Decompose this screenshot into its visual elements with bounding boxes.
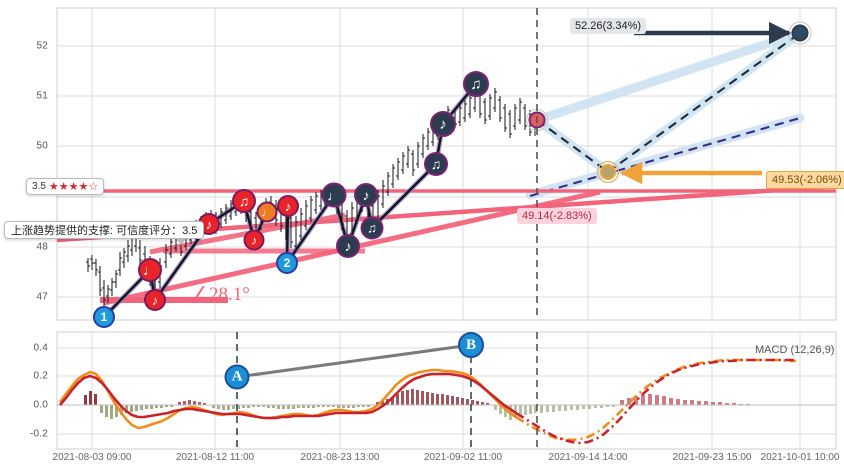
price-marker-note[interactable]: ♩ bbox=[321, 182, 347, 208]
price-panel bbox=[56, 7, 837, 321]
ytick-macd-neg02: -0.2 bbox=[29, 428, 48, 440]
signal-line-forecast bbox=[515, 358, 796, 442]
tooltip-pointer bbox=[176, 239, 186, 245]
current-level-label: 49.14(-2.83%) bbox=[517, 208, 597, 224]
price-marker-note[interactable]: ♩ bbox=[138, 258, 162, 282]
xtick-4: 2021-09-14 14:00 bbox=[548, 452, 628, 463]
forecast-low-node bbox=[596, 160, 620, 184]
price-marker-note[interactable]: ♪ bbox=[336, 234, 360, 258]
rating-stars: ★★★★☆ bbox=[48, 181, 99, 193]
macd-histogram bbox=[84, 389, 750, 420]
price-marker-note[interactable]: ♪ bbox=[243, 229, 265, 251]
xtick-5: 2021-09-23 15:00 bbox=[672, 452, 752, 463]
xtick-2: 2021-08-23 13:00 bbox=[300, 452, 380, 463]
angle-annotation: ∠28.1° bbox=[192, 284, 250, 305]
macd-panel bbox=[56, 331, 837, 450]
signal-line bbox=[58, 368, 517, 430]
price-marker-note[interactable]: ♪ bbox=[144, 289, 166, 311]
xtick-6: 2021-10-01 10:00 bbox=[760, 452, 840, 463]
price-marker-note[interactable]: ♫ bbox=[424, 152, 448, 176]
macd-line bbox=[59, 372, 517, 420]
ytick-price-50: 50 bbox=[36, 140, 48, 152]
target-high-label: 52.26(3.34%) bbox=[570, 18, 647, 34]
xtick-1: 2021-08-12 11:00 bbox=[175, 452, 255, 463]
target-low-label: 49.53(-2.06%) bbox=[766, 171, 844, 189]
price-marker-note[interactable]: ♫ bbox=[360, 216, 384, 240]
rating-badge[interactable]: 3.5 ★★★★☆ bbox=[26, 178, 105, 195]
price-marker-note[interactable]: ♩ bbox=[256, 201, 278, 223]
price-marker-2[interactable]: 2 bbox=[276, 252, 298, 274]
support-tooltip: 上涨趋势提供的支撑: 可信度评分：3.5 bbox=[4, 221, 205, 239]
ytick-macd-00: 0.0 bbox=[33, 399, 48, 411]
price-marker-note[interactable]: ♪ bbox=[277, 195, 299, 217]
macd-marker-a[interactable]: A bbox=[224, 364, 250, 390]
price-marker-note[interactable]: ♫ bbox=[463, 71, 489, 97]
price-marker-note[interactable]: ♪ bbox=[430, 111, 456, 137]
forecast-high-node bbox=[788, 21, 812, 45]
ytick-price-51: 51 bbox=[36, 90, 48, 102]
price-marker-1[interactable]: 1 bbox=[93, 306, 115, 328]
ytick-price-48: 48 bbox=[36, 241, 48, 253]
macd-marker-b[interactable]: B bbox=[458, 332, 484, 358]
macd-indicator-label: MACD (12,26,9) bbox=[755, 344, 835, 356]
rating-value: 3.5 bbox=[32, 181, 46, 192]
ytick-price-52: 52 bbox=[36, 40, 48, 52]
ytick-macd-02: 0.2 bbox=[33, 370, 48, 382]
macd-trendline bbox=[236, 343, 472, 379]
price-marker-note[interactable]: ♫ bbox=[232, 189, 256, 213]
ytick-price-47: 47 bbox=[36, 291, 48, 303]
ytick-macd-04: 0.4 bbox=[33, 342, 48, 354]
price-marker-note[interactable]: ♪ bbox=[354, 183, 378, 207]
macd-line-forecast bbox=[515, 358, 796, 445]
support-tooltip-text: 上涨趋势提供的支撑: 可信度评分：3.5 bbox=[11, 225, 198, 237]
xtick-3: 2021-09-02 11:00 bbox=[423, 452, 503, 463]
xtick-0: 2021-08-03 09:00 bbox=[52, 452, 132, 463]
